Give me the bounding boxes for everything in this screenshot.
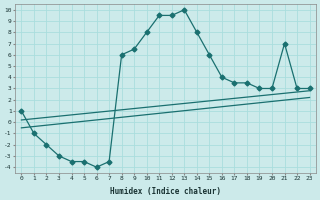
X-axis label: Humidex (Indice chaleur): Humidex (Indice chaleur) xyxy=(110,187,221,196)
